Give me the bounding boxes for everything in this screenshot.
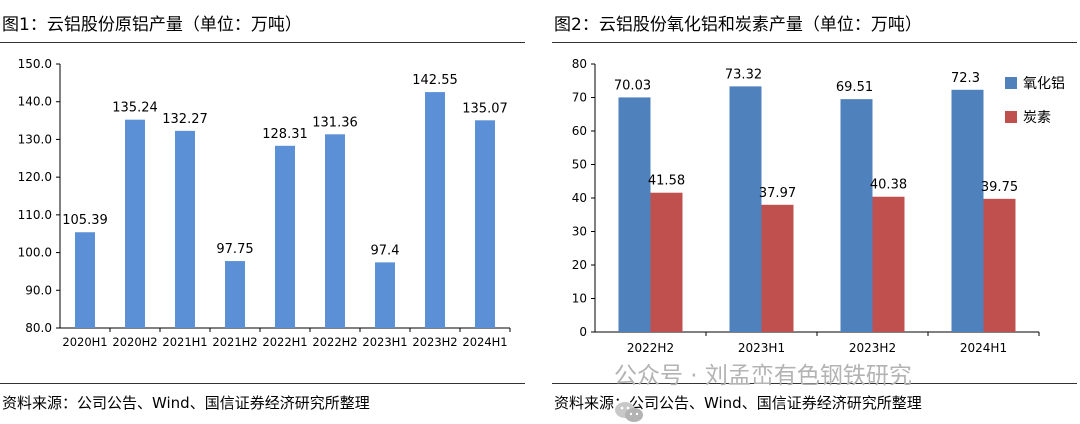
- y-tick-label: 90.0: [25, 283, 52, 297]
- y-tick-label: 80: [572, 57, 587, 71]
- data-label: 73.32: [725, 67, 762, 82]
- x-tick-label: 2022H1: [262, 335, 307, 349]
- bar-alumina: [618, 97, 651, 332]
- data-label: 128.31: [262, 127, 308, 142]
- legend-swatch: [1005, 111, 1017, 123]
- y-tick-label: 60: [572, 124, 587, 138]
- data-label: 131.36: [312, 115, 358, 130]
- watermark-text: 公众号 · 刘孟峦有色钢铁研究: [614, 363, 912, 389]
- data-label: 105.39: [62, 213, 108, 228]
- left-source-note: 资料来源：公司公告、Wind、国信证券经济研究所整理: [2, 394, 370, 412]
- right-chart-panel: 图2：云铝股份氧化铝和炭素产量（单位：万吨） 0 10 20 30 40 50 60 70 80…: [552, 0, 1077, 414]
- y-tick-label: 130.0: [18, 132, 52, 146]
- bar: [475, 120, 495, 328]
- x-tick-label: 2020H1: [62, 335, 107, 349]
- bar-carbon: [983, 198, 1016, 332]
- y-tick-label: 0: [579, 325, 587, 339]
- x-tick-label: 2023H1: [362, 335, 407, 349]
- right-source-note: 资料来源：公司公告、Wind、国信证券经济研究所整理: [554, 394, 922, 412]
- bar-alumina: [951, 89, 984, 332]
- legend-swatch: [1005, 77, 1017, 89]
- bar-carbon: [650, 192, 683, 332]
- y-tick-label: 70: [572, 91, 587, 105]
- y-tick-label: 30: [572, 225, 587, 239]
- x-tick-label: 2023H2: [412, 335, 457, 349]
- y-tick-label: 110.0: [18, 208, 52, 222]
- wechat-icon: [615, 402, 643, 422]
- data-label: 40.38: [870, 178, 907, 193]
- x-tick-label: 2023H2: [849, 341, 896, 355]
- data-label: 97.75: [216, 242, 253, 257]
- data-label: 41.58: [648, 174, 685, 189]
- left-source-divider: [0, 383, 525, 384]
- x-tick-label: 2024H1: [960, 341, 1007, 355]
- data-label: 72.3: [951, 71, 980, 86]
- bar: [425, 92, 445, 328]
- x-tick-label: 2020H2: [112, 335, 157, 349]
- y-tick-label: 80.0: [25, 321, 52, 335]
- right-source-divider: [552, 383, 1077, 384]
- data-label: 37.97: [759, 186, 796, 201]
- data-label: 97.4: [371, 243, 400, 258]
- data-label: 132.27: [162, 112, 208, 127]
- bar: [75, 232, 95, 328]
- left-title-divider: [0, 42, 525, 43]
- x-tick-label: 2021H1: [162, 335, 207, 349]
- y-tick-label: 150.0: [18, 57, 52, 71]
- y-tick-label: 40: [572, 191, 587, 205]
- bar: [225, 261, 245, 328]
- bar: [375, 262, 395, 328]
- bar-carbon: [872, 196, 905, 332]
- bar: [175, 130, 195, 328]
- y-tick-label: 100.0: [18, 246, 52, 260]
- data-label: 70.03: [614, 78, 651, 93]
- y-tick-label: 140.0: [18, 95, 52, 109]
- y-tick-label: 50: [572, 158, 587, 172]
- y-tick-label: 20: [572, 258, 587, 272]
- data-label: 69.51: [836, 80, 873, 95]
- bar: [125, 119, 145, 328]
- y-tick-label: 10: [572, 292, 587, 306]
- right-chart-title: 图2：云铝股份氧化铝和炭素产量（单位：万吨）: [554, 15, 922, 35]
- data-label: 135.07: [462, 101, 508, 116]
- right-title-divider: [552, 42, 1077, 43]
- bar-alumina: [840, 99, 873, 332]
- left-bar-chart: 80.0 90.0 100.0 110.0 120.0 130.0 140.0 150.0 10…: [18, 57, 511, 349]
- x-tick-label: 2022H2: [312, 335, 357, 349]
- data-label: 142.55: [412, 73, 458, 88]
- x-tick-label: 2023H1: [738, 341, 785, 355]
- bar: [275, 145, 295, 328]
- x-tick-label: 2022H2: [627, 341, 674, 355]
- x-tick-label: 2024H1: [462, 335, 507, 349]
- x-tick-label: 2021H2: [212, 335, 257, 349]
- bar-alumina: [729, 86, 762, 333]
- left-chart-title: 图1：云铝股份原铝产量（单位：万吨）: [2, 15, 302, 35]
- bar-carbon: [761, 204, 794, 332]
- data-label: 135.24: [112, 101, 158, 116]
- legend-label: 氧化铝: [1023, 76, 1065, 92]
- y-tick-label: 120.0: [18, 170, 52, 184]
- data-label: 39.75: [981, 180, 1018, 195]
- left-chart-panel: 图1：云铝股份原铝产量（单位：万吨） 80.0 90.0 100.0 110.0 120…: [0, 0, 525, 414]
- bar: [325, 134, 345, 328]
- watermark: 公众号 · 刘孟峦有色钢铁研究: [614, 356, 912, 422]
- legend-label: 炭素: [1023, 110, 1051, 126]
- right-grouped-bar-chart: 0 10 20 30 40 50 60 70 80 70.03 41.58 2022H2 73.32 37…: [572, 57, 1065, 355]
